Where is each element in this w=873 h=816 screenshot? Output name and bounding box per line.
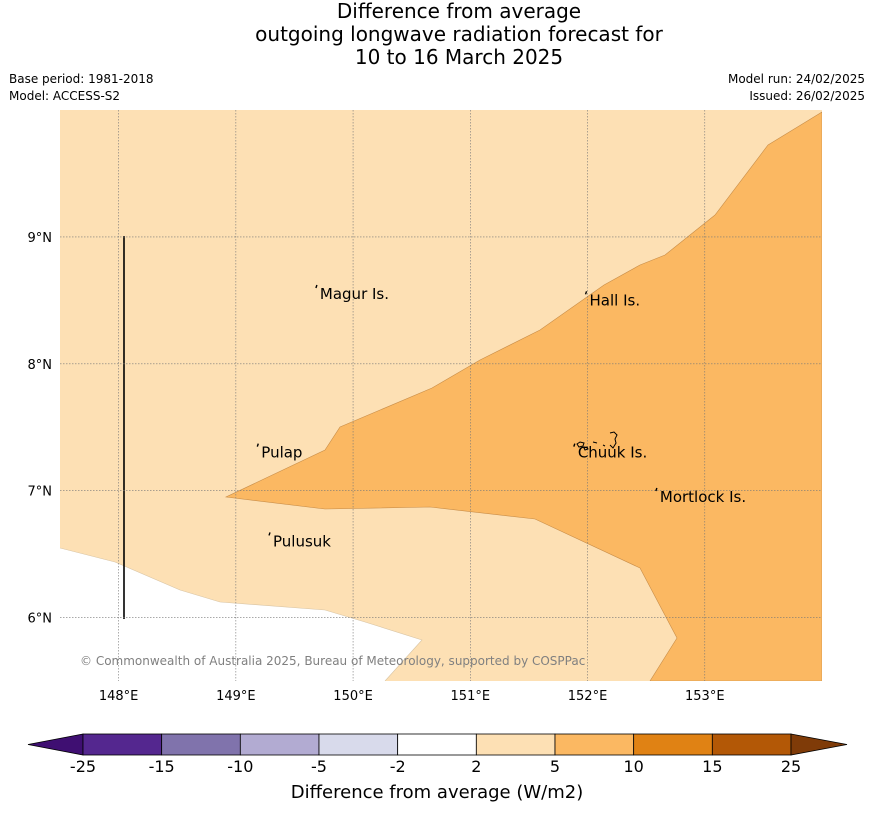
meta-left: Base period: 1981-2018 Model: ACCESS-S2	[9, 71, 154, 105]
lat-tick-label: 9°N	[28, 231, 53, 246]
colorbar-segment	[161, 733, 241, 756]
island-mark	[268, 532, 271, 536]
band-below-2	[60, 548, 422, 681]
colorbar-segment	[633, 733, 713, 756]
colorbar-segment	[554, 733, 635, 756]
colorbar-tick-label: -10	[227, 757, 253, 776]
place-label: Hall Is.	[590, 291, 641, 309]
colorbar-tick-label: 10	[623, 757, 643, 776]
place-label: Pulap	[261, 444, 302, 462]
place-labels: Magur Is. Hall Is. Pulap Chuuk Is. Mortlock …	[256, 284, 746, 550]
copyright-note: © Commonwealth of Australia 2025, Bureau…	[80, 654, 585, 668]
colorbar-segment	[82, 733, 163, 756]
colorbar-label: Difference from average (W/m2)	[291, 782, 583, 803]
lon-tick-label: 149°E	[216, 689, 256, 704]
lon-tick-label: 148°E	[99, 689, 139, 704]
place-label: Chuuk Is.	[578, 444, 647, 462]
lon-tick-label: 151°E	[451, 689, 491, 704]
place-label: Magur Is.	[320, 285, 389, 303]
map-panel	[60, 110, 822, 681]
colorbar-segment	[239, 733, 320, 756]
colorbar-tick-label: -2	[390, 757, 406, 776]
band-5-to-10	[224, 111, 822, 681]
island-mark	[256, 443, 259, 447]
title-line-2: outgoing longwave radiation forecast for	[255, 22, 663, 46]
island-mark	[573, 443, 576, 447]
colorbar-tick-label: -25	[70, 757, 96, 776]
chart-title: Difference from average outgoing longwav…	[0, 0, 873, 69]
island-mark	[584, 291, 588, 295]
colorbar-segment	[397, 733, 477, 756]
colorbar-segment	[318, 733, 399, 756]
issued-date: Issued: 26/02/2025	[749, 89, 865, 103]
model-name: Model: ACCESS-S2	[9, 89, 121, 103]
colorbar-tick-label: -15	[149, 757, 175, 776]
lon-tick-label: 152°E	[568, 689, 608, 704]
graticule	[60, 110, 822, 681]
title-line-3: 10 to 16 March 2025	[354, 45, 564, 69]
island-mark	[315, 284, 318, 289]
colorbar-extend-low	[27, 733, 84, 756]
base-period: Base period: 1981-2018	[9, 72, 154, 86]
place-label: Pulusuk	[273, 532, 331, 550]
lat-tick-label: 6°N	[28, 612, 53, 627]
colorbar-segment	[711, 733, 792, 756]
band-2-to-5-edge	[60, 547, 423, 681]
latitude-ticks: 6°N 7°N 8°N 9°N	[28, 231, 53, 627]
colorbar-tick-label: 25	[781, 757, 801, 776]
model-run: Model run: 24/02/2025	[727, 72, 865, 86]
place-label: Mortlock Is.	[660, 488, 746, 506]
lat-tick-label: 7°N	[28, 485, 53, 500]
colorbar: -25 -15 -10 -5 -2 2 5 10 15 25	[27, 733, 848, 776]
chuuk-islands-outline	[576, 431, 618, 451]
colorbar-segment	[475, 733, 556, 756]
title-line-1: Difference from average	[336, 0, 582, 23]
lat-tick-label: 8°N	[28, 358, 53, 373]
colorbar-tick-label: -5	[311, 757, 327, 776]
island-mark	[655, 487, 658, 492]
colorbar-extend-high	[790, 733, 848, 756]
meta-right: Model run: 24/02/2025 Issued: 26/02/2025	[728, 71, 865, 105]
longitude-ticks: 148°E 149°E 150°E 151°E 152°E 153°E	[99, 689, 725, 704]
colorbar-tick-label: 2	[471, 757, 481, 776]
lon-tick-label: 153°E	[685, 689, 725, 704]
colorbar-tick-label: 15	[702, 757, 722, 776]
lon-tick-label: 150°E	[333, 689, 373, 704]
colorbar-tick-label: 5	[550, 757, 560, 776]
